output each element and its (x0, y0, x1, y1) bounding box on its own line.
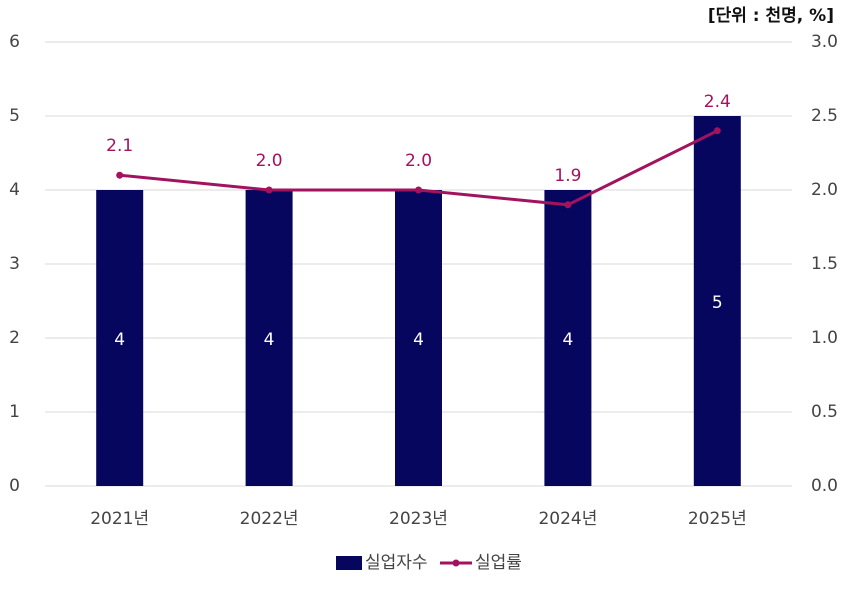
bar-label: 4 (264, 330, 275, 350)
line-point (713, 127, 721, 135)
y2-tick-label: 0.5 (811, 402, 838, 422)
line-label: 2.4 (704, 92, 731, 112)
bar-label: 4 (413, 330, 424, 350)
bar-label: 4 (114, 330, 125, 350)
x-tick-label: 2024년 (538, 509, 597, 529)
y2-tick-label: 1.0 (811, 328, 838, 348)
bar-label: 5 (712, 293, 723, 313)
unit-label: [단위 : 천명, %] (708, 6, 834, 26)
x-tick-label: 2022년 (240, 509, 299, 529)
y-tick-label: 2 (9, 328, 20, 348)
x-tick-label: 2025년 (688, 509, 747, 529)
y2-tick-label: 0.0 (811, 476, 838, 496)
bar (245, 190, 293, 486)
bar (693, 116, 741, 486)
x-tick-label: 2023년 (389, 509, 448, 529)
line-point (265, 186, 273, 194)
legend-swatch (452, 559, 460, 567)
y-tick-label: 5 (9, 106, 20, 126)
line-point (564, 201, 572, 209)
y-tick-label: 4 (9, 180, 20, 200)
y2-tick-label: 2.0 (811, 180, 838, 200)
line-label: 2.0 (405, 151, 432, 171)
y-tick-label: 3 (9, 254, 20, 274)
y-tick-label: 0 (9, 476, 20, 496)
line-label: 1.9 (554, 166, 581, 186)
legend-label: 실업자수 (365, 553, 428, 573)
bar-label: 4 (562, 330, 573, 350)
y-tick-label: 6 (9, 32, 20, 52)
legend-label: 실업률 (475, 553, 522, 573)
y2-tick-label: 2.5 (811, 106, 838, 126)
line-label: 2.0 (256, 151, 283, 171)
y2-tick-label: 3.0 (811, 32, 838, 52)
y-tick-label: 1 (9, 402, 20, 422)
legend-swatch (336, 556, 362, 570)
bar (96, 190, 144, 486)
bar (544, 190, 592, 486)
y2-tick-label: 1.5 (811, 254, 838, 274)
line-label: 2.1 (106, 136, 133, 156)
line-point (415, 186, 422, 194)
line-point (116, 171, 124, 179)
x-tick-label: 2021년 (90, 509, 149, 529)
bar (395, 190, 442, 486)
